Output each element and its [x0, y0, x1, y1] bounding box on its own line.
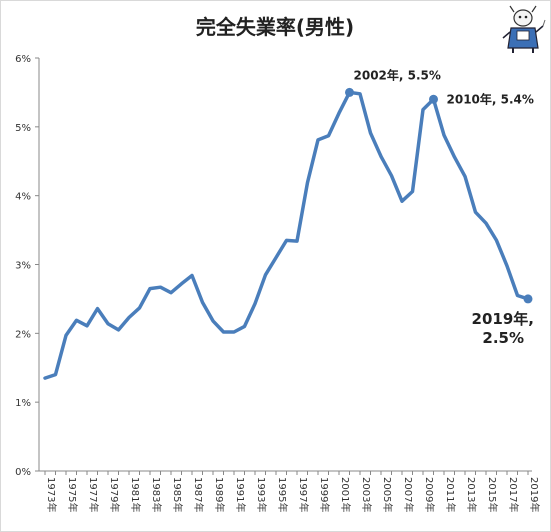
x-tick-label: 1979年	[108, 477, 121, 512]
x-tick-label: 2009年	[423, 477, 436, 512]
x-tick-label: 2001年	[339, 477, 352, 512]
y-tick-label: 4%	[15, 192, 31, 203]
series	[43, 90, 530, 380]
x-tick-label: 2015年	[486, 477, 499, 512]
x-tick-label: 1991年	[234, 477, 247, 512]
x-tick-label: 1997年	[297, 477, 310, 512]
annotation-2002: 2002年, 5.5%	[354, 67, 441, 82]
chart-title: 完全失業率(男性)	[196, 15, 354, 39]
annotation-2010: 2010年, 5.4%	[447, 91, 534, 106]
annotation-2019-line2: 2.5%	[482, 329, 524, 347]
x-tick-label: 1995年	[276, 477, 289, 512]
annotations: 2002年, 5.5% 2010年, 5.4% 2019年,2.5%	[345, 67, 534, 347]
x-tick-label: 1987年	[192, 477, 205, 512]
x-tick-label: 1981年	[129, 477, 142, 512]
x-tick-label: 2003年	[360, 477, 373, 512]
axes	[38, 58, 532, 472]
highlight-point	[523, 294, 533, 304]
series-line	[43, 90, 530, 380]
mascot-character-icon	[502, 5, 546, 53]
y-tick-label: 6%	[15, 54, 31, 65]
x-tick-label: 1975年	[66, 477, 79, 512]
x-tick-label: 1985年	[171, 477, 184, 512]
y-tick-label: 1%	[15, 398, 31, 409]
x-tick-label: 2011年	[444, 477, 457, 512]
highlight-point	[429, 94, 438, 104]
y-tick-label: 0%	[15, 467, 31, 478]
x-tick-label: 2017年	[507, 477, 520, 512]
x-tick-label: 2019年	[528, 477, 541, 512]
x-tick-label: 2005年	[381, 477, 394, 512]
x-tick-label: 1983年	[150, 477, 163, 512]
x-tick-label: 1999年	[318, 477, 331, 512]
x-tick-label: 1977年	[87, 477, 100, 512]
annotation-2019-line1: 2019年,	[472, 310, 534, 328]
y-tick-labels: 0% 1% 2% 3% 4% 5% 6%	[15, 54, 39, 478]
x-tick-label: 1989年	[213, 477, 226, 512]
y-tick-label: 5%	[15, 123, 31, 134]
highlight-point	[345, 87, 354, 97]
x-tick-label: 2013年	[465, 477, 478, 512]
x-tick-label: 2007年	[402, 477, 415, 512]
x-tick-labels: 1973年 1975年 1977年 1979年 1981年 1983年 1985年 1987年…	[44, 471, 541, 512]
y-tick-label: 3%	[15, 261, 31, 272]
x-tick-label: 1973年	[45, 477, 58, 512]
x-tick-label: 1993年	[255, 477, 268, 512]
y-tick-label: 2%	[15, 329, 31, 340]
